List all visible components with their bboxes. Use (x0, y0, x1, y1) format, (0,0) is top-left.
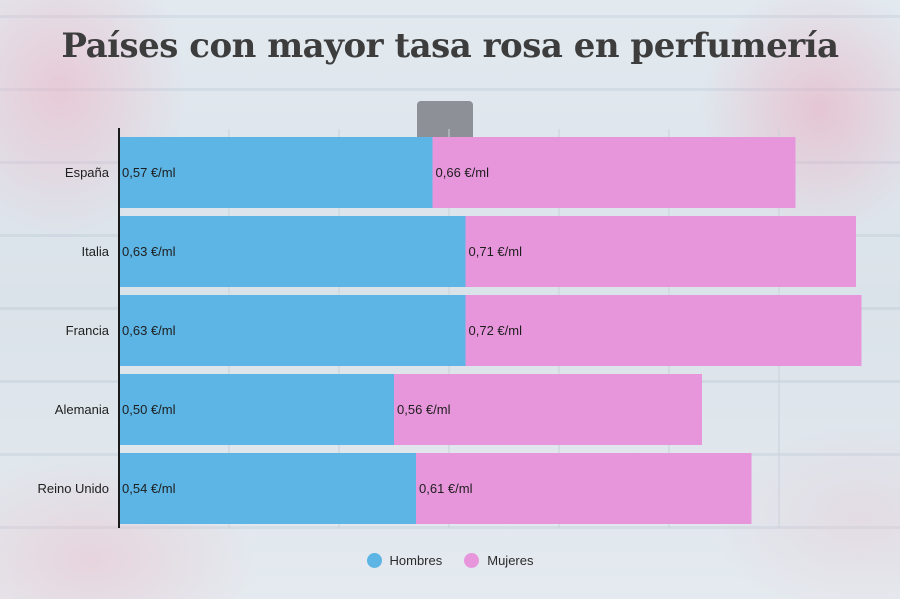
bar-mujeres (394, 374, 702, 445)
category-label: Reino Unido (37, 481, 109, 496)
data-label-hombres: 0,57 €/ml (122, 165, 176, 180)
bars (119, 137, 862, 524)
bar-hombres (119, 216, 466, 287)
data-label-mujeres: 0,61 €/ml (419, 481, 473, 496)
data-label-hombres: 0,54 €/ml (122, 481, 176, 496)
chart-title: Países con mayor tasa rosa en perfumería (61, 26, 839, 66)
bar-mujeres (465, 295, 862, 366)
data-label-hombres: 0,50 €/ml (122, 402, 176, 417)
labels: España 0,57 €/ml 0,66 €/ml Italia 0,63 €/ml 0… (37, 165, 522, 496)
bar-hombres (119, 453, 416, 524)
category-label: Italia (82, 244, 110, 259)
data-label-mujeres: 0,66 €/ml (436, 165, 490, 180)
legend-dot-mujeres (464, 553, 480, 568)
data-label-mujeres: 0,56 €/ml (397, 402, 451, 417)
category-label: España (65, 165, 110, 180)
perfume-bottle-cap (417, 101, 473, 141)
data-label-hombres: 0,63 €/ml (122, 323, 176, 338)
data-label-mujeres: 0,71 €/ml (469, 244, 523, 259)
bar-hombres (119, 137, 433, 208)
bar-mujeres (465, 216, 856, 287)
legend-item-mujeres: Mujeres (464, 553, 534, 568)
legend-item-hombres: Hombres (366, 553, 443, 568)
legend: Hombres Mujeres (0, 553, 900, 568)
category-label: Alemania (55, 402, 110, 417)
bar-hombres (119, 374, 394, 445)
data-label-hombres: 0,63 €/ml (122, 244, 176, 259)
bar-hombres (119, 295, 466, 366)
legend-label-hombres: Hombres (389, 553, 443, 568)
category-label: Francia (66, 323, 110, 338)
legend-label-mujeres: Mujeres (487, 553, 534, 568)
bar-mujeres (432, 137, 796, 208)
bar-mujeres (416, 453, 752, 524)
legend-dot-hombres (366, 553, 382, 568)
data-label-mujeres: 0,72 €/ml (469, 323, 523, 338)
